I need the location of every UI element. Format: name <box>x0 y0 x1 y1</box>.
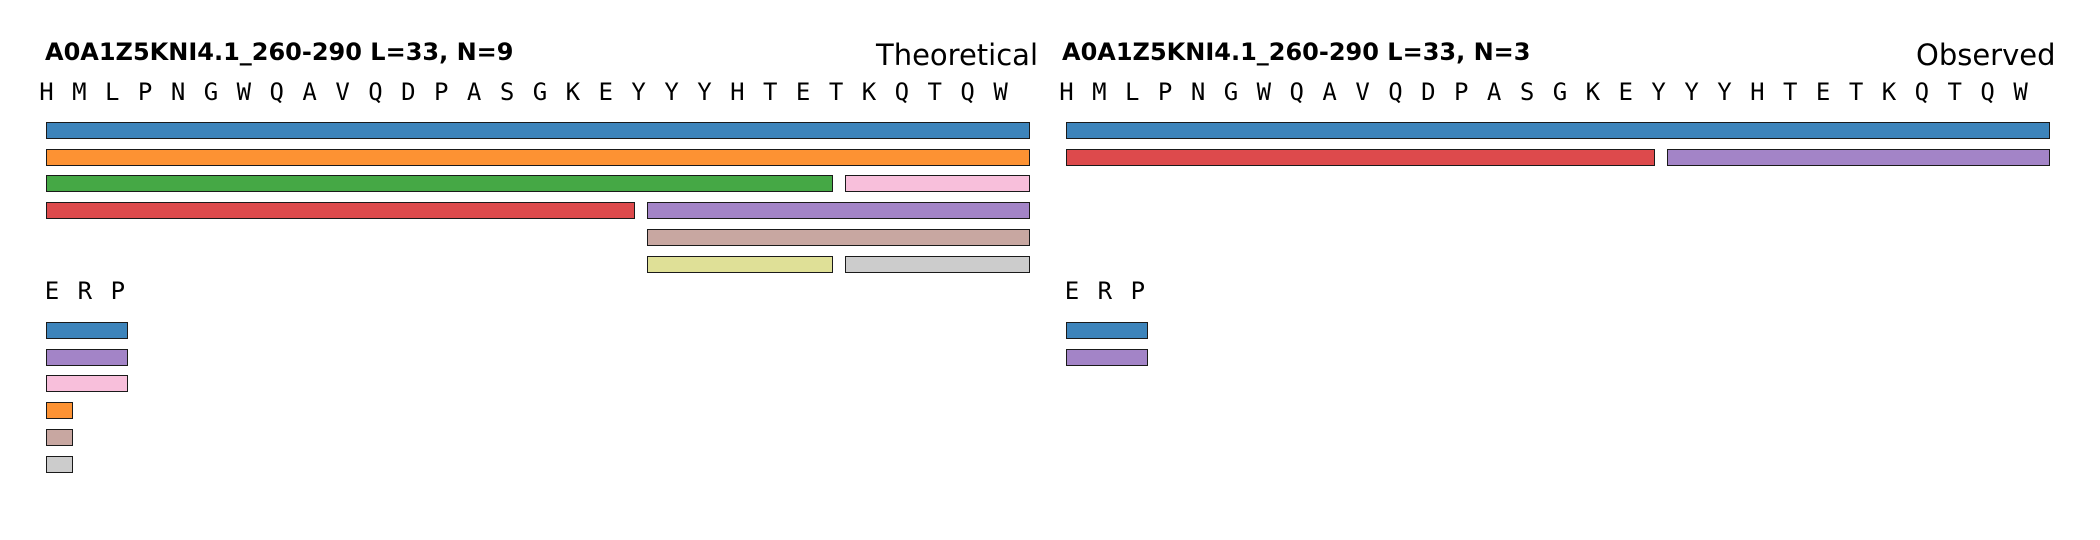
segment-bar <box>844 255 1030 273</box>
panel-title: A0A1Z5KNI4.1_260-290 L=33, N=9 <box>45 38 514 66</box>
residue-letter: L <box>105 78 120 106</box>
segment-bar <box>647 228 1030 246</box>
erp-bar <box>46 428 74 446</box>
residue-letter: P <box>434 78 449 106</box>
residue-letter: K <box>1585 78 1601 106</box>
erp-bar <box>1066 322 1148 339</box>
residue-letter: N <box>1190 78 1206 106</box>
residue-letter: V <box>335 78 350 106</box>
erp-bar <box>46 322 128 339</box>
residue-letter: D <box>1421 78 1436 106</box>
residue-letter: A <box>1486 78 1502 106</box>
residue-letter: Q <box>1289 78 1304 106</box>
residue-letter: A <box>302 78 317 106</box>
residue-letter: Y <box>697 78 712 106</box>
residue-letter: A <box>466 78 482 106</box>
erp-bar <box>46 455 74 473</box>
residue-letter: A <box>1322 78 1337 106</box>
residue-letter: E <box>1618 78 1633 106</box>
residue-letter: E <box>795 78 811 106</box>
mode-label: Theoretical <box>876 38 1039 72</box>
residue-letter: Q <box>368 78 383 106</box>
residue-letter: Y <box>631 78 646 106</box>
residue-letter: Q <box>1388 78 1403 106</box>
residue-letter: G <box>203 78 219 106</box>
residue-letter: W <box>993 78 1008 106</box>
residue-letter: H <box>1750 78 1765 106</box>
segment-bar <box>46 122 1030 139</box>
segment-bar <box>1066 122 2050 139</box>
segment-bar <box>1066 148 1656 166</box>
erp-header-letter: R <box>1097 277 1113 305</box>
residue-letter: D <box>401 78 416 106</box>
residue-letter: V <box>1355 78 1370 106</box>
residue-letter: T <box>763 78 778 106</box>
erp-header-letter: E <box>1064 277 1080 305</box>
residue-letter: Y <box>1717 78 1732 106</box>
erp-header-letter: R <box>77 277 93 305</box>
residue-letter: W <box>236 78 252 106</box>
residue-letter: H <box>730 78 745 106</box>
residue-letter: P <box>137 78 153 106</box>
residue-letter: G <box>532 78 548 106</box>
residue-letter: T <box>1947 78 1962 106</box>
erp-bar <box>46 348 128 366</box>
erp-header-letter: P <box>1130 277 1146 305</box>
residue-letter: K <box>565 78 581 106</box>
erp-bar <box>46 402 74 420</box>
segment-bar <box>647 255 833 273</box>
residue-letter: T <box>828 78 844 106</box>
residue-letter: N <box>170 78 186 106</box>
residue-letter: Q <box>1980 78 1995 106</box>
residue-letter: T <box>927 78 942 106</box>
erp-header-letter: P <box>110 277 126 305</box>
residue-letter: Q <box>1914 78 1930 106</box>
residue-letter: W <box>1256 78 1272 106</box>
residue-letter: E <box>1815 78 1831 106</box>
theoretical-panel: A0A1Z5KNI4.1_260-290 L=33, N=9 Theoretic… <box>39 38 1039 473</box>
residue-letter: S <box>1519 78 1535 106</box>
residue-letter: S <box>499 78 515 106</box>
segment-bar <box>46 175 833 193</box>
residue-letter: H <box>1059 78 1074 106</box>
observed-panel: A0A1Z5KNI4.1_260-290 L=33, N=3 Observed … <box>1020 0 2070 540</box>
residue-letter: Q <box>269 78 284 106</box>
residue-letter: Y <box>1684 78 1699 106</box>
residue-letter: G <box>1223 78 1239 106</box>
residue-letter: G <box>1552 78 1568 106</box>
panel-title: A0A1Z5KNI4.1_260-290 L=33, N=3 <box>1062 38 1531 66</box>
residue-letter: P <box>1157 78 1173 106</box>
residue-letter: T <box>1848 78 1864 106</box>
mode-label: Observed <box>1916 38 2056 72</box>
erp-header-letter: E <box>44 277 60 305</box>
residue-letter: W <box>2013 78 2028 106</box>
erp-bar <box>1066 348 1148 366</box>
residue-letter: H <box>39 78 54 106</box>
segment-bar <box>46 148 1030 166</box>
residue-letter: K <box>861 78 877 106</box>
residue-letter: Y <box>664 78 679 106</box>
segment-bar <box>46 202 636 220</box>
residue-letter: Q <box>960 78 975 106</box>
segment-bar <box>844 175 1030 193</box>
residue-letter: K <box>1881 78 1897 106</box>
residue-letter: Y <box>1651 78 1666 106</box>
residue-letter: P <box>1454 78 1469 106</box>
residue-letter: L <box>1125 78 1140 106</box>
erp-bar <box>46 375 128 393</box>
residue-letter: T <box>1783 78 1798 106</box>
residue-letter: M <box>72 78 87 106</box>
segment-bar <box>647 202 1030 220</box>
residue-letter: M <box>1092 78 1107 106</box>
residue-letter: E <box>598 78 613 106</box>
residue-letter: Q <box>894 78 910 106</box>
segment-bar <box>1667 148 2050 166</box>
